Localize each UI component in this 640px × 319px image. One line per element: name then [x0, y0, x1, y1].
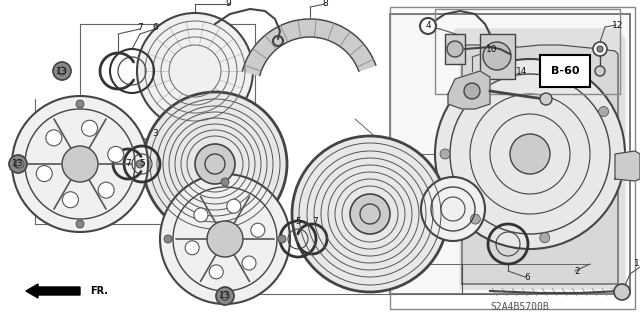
Polygon shape	[615, 151, 640, 181]
Text: 6: 6	[152, 23, 158, 32]
Text: 4: 4	[425, 20, 431, 29]
Text: 7: 7	[137, 23, 143, 32]
Circle shape	[9, 155, 27, 173]
Circle shape	[595, 66, 605, 76]
Circle shape	[98, 182, 114, 198]
Circle shape	[540, 233, 550, 243]
Circle shape	[440, 149, 450, 159]
Circle shape	[292, 136, 448, 292]
Circle shape	[447, 41, 463, 57]
Bar	[480, 34, 515, 79]
Circle shape	[435, 59, 625, 249]
Circle shape	[194, 208, 208, 222]
Text: 13: 13	[12, 160, 24, 168]
Polygon shape	[243, 19, 376, 76]
Circle shape	[470, 84, 481, 94]
Circle shape	[483, 42, 511, 70]
Circle shape	[420, 18, 436, 34]
Circle shape	[63, 192, 79, 208]
Text: 12: 12	[612, 20, 624, 29]
Circle shape	[597, 46, 603, 52]
Bar	[390, 14, 630, 294]
Text: 9: 9	[225, 0, 231, 9]
Text: 13: 13	[56, 66, 68, 76]
Polygon shape	[456, 45, 618, 284]
Text: 7: 7	[312, 218, 318, 226]
Circle shape	[209, 265, 223, 279]
Circle shape	[46, 130, 62, 146]
Circle shape	[81, 120, 97, 136]
Circle shape	[470, 214, 481, 224]
Circle shape	[164, 235, 172, 243]
Text: 8: 8	[322, 0, 328, 9]
Text: 10: 10	[486, 44, 498, 54]
Circle shape	[36, 166, 52, 182]
FancyArrow shape	[26, 284, 80, 298]
Circle shape	[221, 178, 229, 186]
Text: 13: 13	[220, 292, 231, 300]
Circle shape	[207, 221, 243, 257]
Text: 3: 3	[152, 130, 158, 138]
Circle shape	[278, 235, 286, 243]
Text: 5: 5	[295, 218, 301, 226]
Circle shape	[593, 42, 607, 56]
Circle shape	[137, 13, 253, 129]
Circle shape	[242, 256, 256, 270]
Circle shape	[76, 100, 84, 108]
Circle shape	[598, 107, 609, 116]
Circle shape	[421, 177, 485, 241]
Text: FR.: FR.	[90, 286, 108, 296]
Circle shape	[227, 199, 241, 213]
Circle shape	[216, 287, 234, 305]
Bar	[390, 7, 635, 309]
Circle shape	[108, 146, 124, 162]
Text: 6: 6	[524, 272, 530, 281]
Circle shape	[464, 83, 480, 99]
Circle shape	[185, 241, 199, 255]
Circle shape	[540, 65, 550, 75]
Text: B-60: B-60	[551, 66, 579, 76]
Text: 11: 11	[634, 259, 640, 269]
Circle shape	[16, 160, 24, 168]
Circle shape	[251, 223, 265, 237]
Polygon shape	[448, 71, 490, 109]
Circle shape	[12, 96, 148, 232]
Polygon shape	[455, 29, 625, 289]
Circle shape	[614, 284, 630, 300]
Text: 7: 7	[125, 160, 131, 168]
Circle shape	[510, 134, 550, 174]
Circle shape	[76, 220, 84, 228]
Text: S2A4B5700B: S2A4B5700B	[491, 302, 549, 312]
Circle shape	[143, 92, 287, 236]
Bar	[445, 34, 465, 64]
Circle shape	[53, 62, 71, 80]
Circle shape	[62, 146, 98, 182]
Circle shape	[350, 194, 390, 234]
Circle shape	[540, 93, 552, 105]
Circle shape	[195, 144, 235, 184]
Circle shape	[221, 292, 229, 300]
Circle shape	[160, 174, 290, 304]
Text: 2: 2	[574, 266, 580, 276]
Circle shape	[136, 160, 144, 168]
Text: 5: 5	[139, 160, 145, 168]
Bar	[435, 9, 620, 94]
Text: 14: 14	[516, 66, 528, 76]
